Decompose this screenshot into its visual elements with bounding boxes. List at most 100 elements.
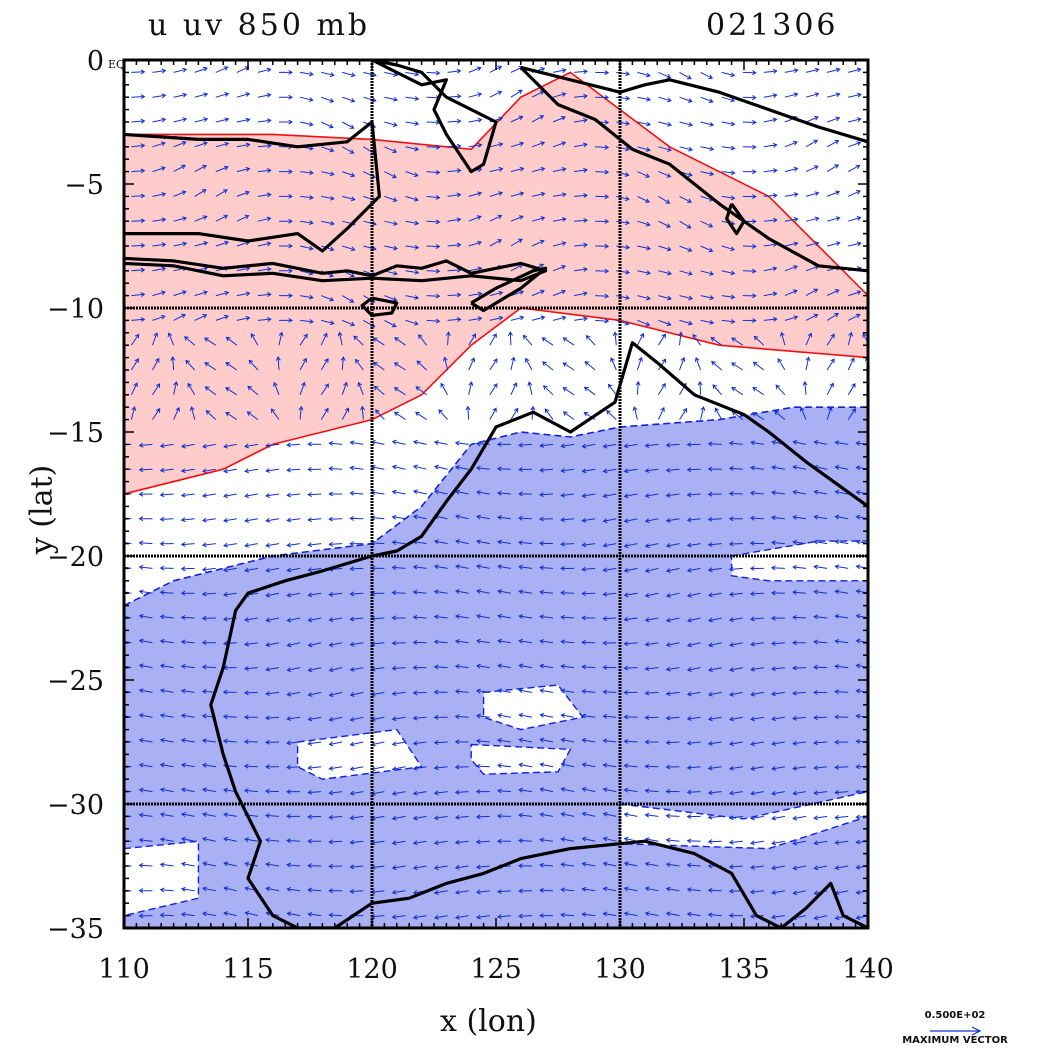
wind-vector [518,564,533,570]
wind-vector [468,381,474,395]
wind-vector [131,143,146,149]
wind-vector [412,564,427,570]
wind-vector [489,142,504,148]
wind-vector [391,791,406,796]
wind-vector [173,290,187,297]
wind-vector [357,381,364,395]
wind-vector [418,334,427,346]
wind-vector [416,360,427,371]
wind-vector [813,664,828,670]
wind-vector [328,617,343,623]
wind-vector [623,714,638,720]
wind-vector [152,68,167,74]
wind-vector [433,539,448,545]
wind-vector [623,592,638,598]
wind-vector [581,443,596,449]
wind-vector [847,357,855,371]
wind-vector [454,465,469,470]
wind-vector [742,144,757,150]
wind-vector [412,865,427,871]
wind-vector [265,567,280,573]
wind-vector [496,466,511,472]
wind-vector [707,741,722,746]
wind-vector [707,814,722,820]
wind-vector [826,289,840,297]
wind-vector [279,317,293,323]
wind-vector [644,468,659,474]
wind-vector [637,220,651,227]
wind-vector [623,763,638,769]
wind-vector [173,140,187,148]
wind-vector [792,439,807,445]
wind-vector [391,439,406,445]
wind-vector [792,514,807,520]
wind-vector [658,270,673,276]
wind-vector [771,515,785,521]
wind-vector [223,592,237,597]
wind-vector [180,663,195,669]
wind-vector [543,385,554,396]
wind-vector [869,217,882,222]
wind-vector [223,542,237,548]
wind-vector [393,362,406,371]
wind-vector [349,465,364,471]
wind-vector [244,910,259,917]
wind-vector [412,489,427,495]
wind-vector [454,589,469,594]
wind-vector [679,71,692,80]
wind-vector [489,214,503,222]
wind-vector [130,358,139,371]
wind-vector [637,270,652,276]
wind-vector [644,739,659,745]
wind-vector [180,812,195,817]
wind-vector [539,862,554,868]
wind-vector [749,591,764,597]
wind-vector [372,337,385,346]
wind-vector [848,216,862,222]
wind-vector [581,591,596,597]
wind-vector [510,407,519,420]
wind-vector [539,589,554,595]
wind-vector [275,356,281,371]
wind-vector [307,642,322,648]
wind-vector [692,333,702,346]
wind-vector [375,409,385,420]
wind-vector [173,406,180,420]
wind-vector [244,617,258,623]
weak-wind-region [730,540,868,582]
wind-vector [637,71,651,78]
wind-vector [265,517,280,523]
wind-vector [300,71,314,77]
wind-vector [602,567,617,573]
wind-vector [686,617,701,623]
wind-vector [187,382,196,396]
wind-vector [391,540,406,545]
wind-vector [353,335,364,346]
wind-vector [131,168,146,174]
wind-vector [623,616,638,622]
wind-vector [792,539,807,545]
wind-vector [805,313,819,321]
wind-vector [438,409,448,420]
wind-vector [802,380,808,395]
wind-vector [531,216,546,222]
wind-vector [342,96,356,103]
wind-vector [784,265,799,272]
wind-vector [489,315,504,321]
wind-vector [792,564,807,570]
wind-vector [130,406,137,420]
wind-vector [552,192,567,198]
wind-vector [286,567,301,573]
wind-vector [644,690,659,696]
wind-vector [159,688,174,694]
wind-vector [152,192,167,197]
wind-vector [257,292,272,297]
wind-vector [222,689,237,695]
wind-vector [468,333,476,346]
wind-vector [826,164,840,173]
wind-vector [152,166,166,173]
wind-vector [665,813,680,819]
wind-vector [522,334,533,346]
wind-vector [433,689,448,695]
wind-vector [468,92,483,98]
